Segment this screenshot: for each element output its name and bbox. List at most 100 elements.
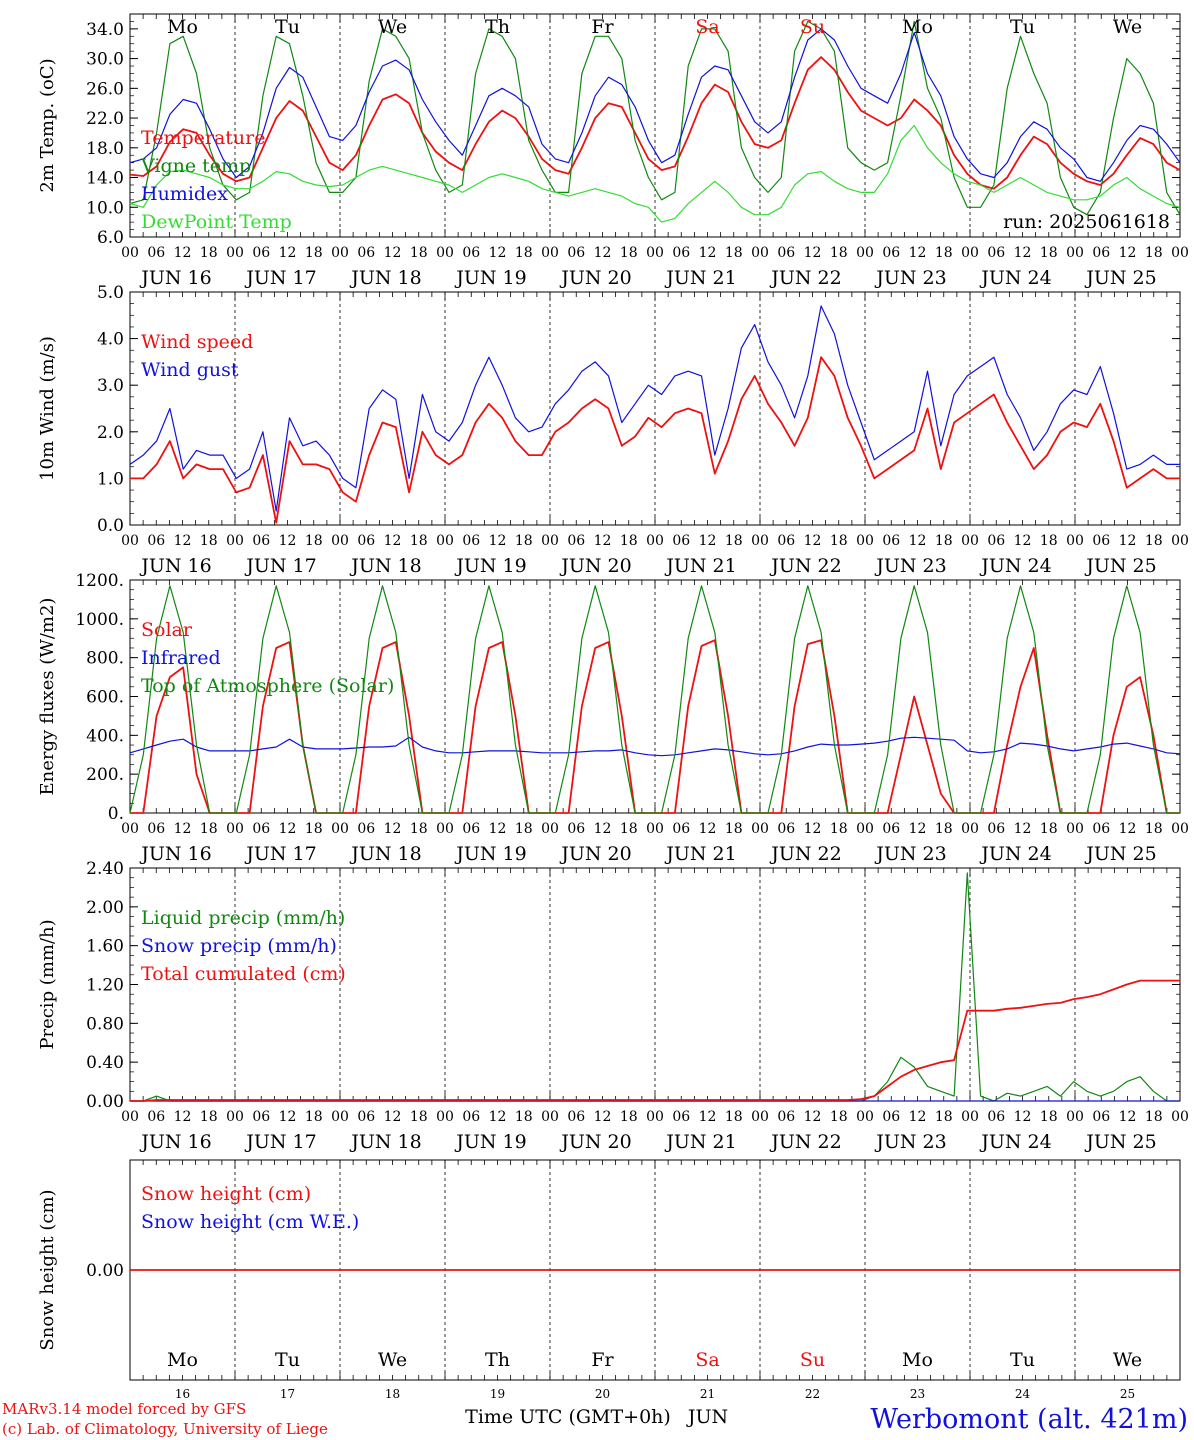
weekday-label: Th [485,16,510,38]
x-hour-label: 12 [279,1109,297,1125]
x-date-label: JUN 23 [874,843,946,865]
x-hour-label: 00 [541,245,559,261]
legend-entry: Snow height (cm) [141,1183,311,1205]
x-hour-label: 18 [200,533,218,549]
x-hour-label: 06 [147,821,165,837]
weekday-label: We [378,16,407,38]
legend-entry: Top of Atmosphere (Solar) [141,675,394,697]
x-hour-label: 00 [121,1109,139,1125]
y-axis-title: 10m Wind (m/s) [37,336,58,481]
y-tick-label: 2.00 [86,898,124,918]
x-hour-label: 18 [830,821,848,837]
y-tick-label: 34.0 [86,20,124,40]
weekday-label: Mo [167,1349,198,1371]
x-hour-label: 18 [410,821,428,837]
x-hour-label: 00 [226,245,244,261]
y-tick-label: 1200. [75,571,124,591]
x-hour-label: 12 [489,245,507,261]
x-hour-label: 06 [672,821,690,837]
panel-5: 0.00 Snow height (cm) Snow height (cm) Snow… [37,1159,1181,1401]
x-hour-label: 18 [410,533,428,549]
x-hour-label: 00 [331,1109,349,1125]
x-hour-label: 12 [909,821,927,837]
x-hour-label: 00 [751,1109,769,1125]
x-hour-label: 18 [620,821,638,837]
x-hour-label: 12 [804,1109,822,1125]
x-hour-label: 18 [935,245,953,261]
x-date-label: JUN 18 [349,1131,421,1153]
panel-4: 0.00 0.40 0.80 1.20 1.60 2.00 2.40 Precip (mm/h… [37,859,1189,1153]
weekday-label: Tu [1010,1349,1035,1371]
day-number: 17 [280,1387,295,1401]
x-date-label: JUN 16 [139,267,211,289]
x-hour-label: 12 [699,821,717,837]
x-hour-label: 18 [830,1109,848,1125]
day-number: 18 [385,1387,400,1401]
y-tick-label: 2.0 [97,423,124,443]
series-line-temperature [129,56,1181,190]
x-date-label: JUN 17 [244,555,316,577]
x-date-label: JUN 25 [1084,267,1156,289]
series-line-vigne-temp [129,20,1181,216]
x-date-label: JUN 19 [454,1131,526,1153]
x-hour-label: 00 [1066,245,1084,261]
series-line-humidex [129,28,1181,182]
x-date-label: JUN 19 [454,267,526,289]
x-hour-label: 06 [462,1109,480,1125]
x-hour-label: 18 [305,1109,323,1125]
x-date-label: JUN 20 [559,1131,631,1153]
x-date-label: JUN 23 [874,267,946,289]
x-hour-label: 06 [252,821,270,837]
x-hour-label: 06 [147,533,165,549]
y-tick-label: 800. [86,649,124,669]
x-hour-label: 00 [1066,533,1084,549]
x-hour-label: 00 [226,1109,244,1125]
y-tick-label: 30.0 [86,50,124,70]
x-date-label: JUN 17 [244,1131,316,1153]
y-axis-title: Snow height (cm) [37,1189,58,1350]
x-hour-label: 00 [856,533,874,549]
x-hour-label: 00 [331,533,349,549]
x-hour-label: 12 [1119,245,1137,261]
x-hour-label: 06 [882,1109,900,1125]
x-hour-label: 12 [1014,1109,1032,1125]
weekday-label: Mo [167,16,198,38]
legend-entry: Snow precip (mm/h) [141,935,337,957]
y-tick-label: 0.40 [86,1053,124,1073]
x-hour-label: 12 [909,1109,927,1125]
plot-frame [129,13,1181,238]
x-hour-label: 12 [489,821,507,837]
x-hour-label: 06 [462,245,480,261]
x-hour-label: 06 [672,533,690,549]
x-hour-label: 00 [436,821,454,837]
x-date-label: JUN 22 [769,267,841,289]
legend-entry: Infrared [141,647,221,669]
x-hour-label: 12 [489,1109,507,1125]
model-credit: MARv3.14 model forced by GFS [2,1400,246,1418]
x-hour-label: 18 [1040,533,1058,549]
x-date-label: JUN 21 [664,555,736,577]
x-date-label: JUN 24 [979,1131,1051,1153]
x-hour-label: 12 [594,245,612,261]
series-line-top-of-atmosphere-solar- [129,585,1180,814]
panel-1: 6.0 10.0 14.0 18.0 22.0 26.0 30.0 34.0 2m Temp. … [37,13,1189,289]
x-hour-label: 00 [856,245,874,261]
x-hour-label: 06 [672,1109,690,1125]
x-hour-label: 00 [121,821,139,837]
x-hour-label: 00 [751,821,769,837]
y-tick-label: 1.60 [86,937,124,957]
x-date-label: JUN 18 [349,555,421,577]
x-hour-label: 06 [882,821,900,837]
x-hour-label: 18 [305,821,323,837]
y-axis-title: Precip (mm/h) [37,919,58,1049]
weekday-label: Sa [695,16,719,38]
x-hour-label: 06 [252,1109,270,1125]
x-date-label: JUN 23 [874,1131,946,1153]
day-number: 24 [1015,1387,1031,1401]
x-hour-label: 18 [410,1109,428,1125]
x-hour-label: 06 [777,821,795,837]
x-hour-label: 06 [567,533,585,549]
station-name: Werbomont (alt. 421m) [870,1404,1188,1435]
x-date-label: JUN 25 [1084,1131,1156,1153]
panel-2: 0.0 1.0 2.0 3.0 4.0 5.0 10m Wind (m/s) Wind spe… [37,283,1189,577]
